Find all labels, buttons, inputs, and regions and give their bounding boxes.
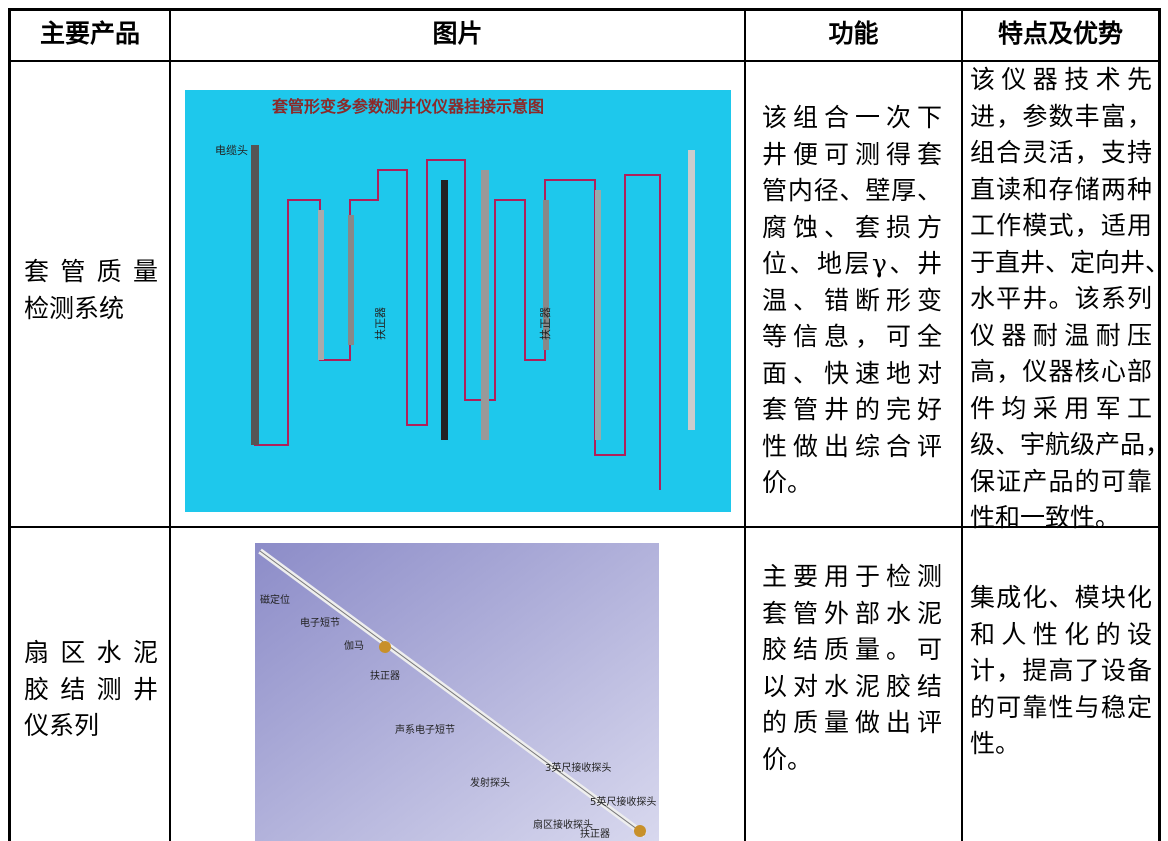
cell-text-line: 温、错断形变 [762, 285, 942, 315]
image-label: 发射探头 [470, 776, 510, 789]
image-label: 伽马 [344, 639, 364, 652]
cell-text-line: 性。 [970, 729, 1021, 758]
image-photo: 磁定位 电子短节 伽马 扶正器 声系电子短节 发射探头 3英尺接收探头 扇区接收… [255, 543, 659, 841]
cell-text-line: 性做出综合评 [762, 431, 942, 461]
image-label: 扶正器 [373, 307, 387, 340]
border [8, 8, 1160, 11]
cell-text-line: 性和一致性。 [970, 503, 1121, 532]
image-label: 扶正器 [538, 307, 552, 340]
cell-text-line: 集成化、模块化 [970, 583, 1152, 612]
cell-text-line: 胶结测井 [24, 674, 158, 704]
cell-text-line: 仪系列 [24, 711, 100, 740]
cell-text-line: 保证产品的可靠 [970, 466, 1152, 496]
cell-text-line: 套管外部水泥 [762, 598, 942, 628]
image-label: 磁定位 [260, 593, 290, 606]
cell-text-line: 和人性化的设 [970, 619, 1152, 649]
cell-text-line: 等信息，可全 [762, 322, 942, 351]
image-label: 5英尺接收探头 [590, 795, 656, 808]
image-label: 声系电子短节 [395, 723, 455, 736]
image-label: 3英尺接收探头 [545, 761, 611, 774]
cell-text-line: 位、地层γ、井 [762, 249, 942, 278]
cell-text-line: 扇区水泥 [24, 638, 158, 667]
cell-text-line: 主要用于检测 [762, 562, 942, 591]
cell-text-line: 计，提高了设备 [970, 656, 1152, 685]
cell-text-line: 套管井的完好 [762, 395, 942, 424]
border [169, 8, 171, 841]
cell-text-line: 面、快速地对 [762, 358, 942, 388]
image-label: 扶正器 [370, 669, 400, 682]
cell-text-line: 该仪器技术先 [970, 65, 1152, 94]
cell-text-line: 高，仪器核心部 [970, 357, 1152, 386]
cell-text-line: 组合灵活，支持 [970, 138, 1152, 167]
cell-text-line: 水平井。该系列 [970, 284, 1152, 313]
cell-text-line: 工作模式，适用 [970, 211, 1152, 240]
image-label: 电子短节 [300, 616, 340, 629]
cell-text-line: 管内径、壁厚、 [762, 176, 942, 205]
cell-text-line: 级、宇航级产品， [970, 430, 1168, 459]
image-label: 扶正器 [580, 827, 610, 840]
border [1158, 8, 1161, 841]
cell-text-line: 进，参数丰富， [970, 101, 1152, 131]
cell-text-line: 于直井、定向井、 [970, 247, 1168, 277]
header-cell: 特点及优势 [997, 19, 1123, 48]
cell-text-line: 的质量做出评 [762, 708, 942, 737]
cell-text-line: 价。 [762, 744, 813, 774]
border [744, 8, 746, 841]
cell-text-line: 检测系统 [24, 293, 125, 323]
cell-text-line: 仪器耐温耐压 [970, 320, 1152, 350]
cell-text-line: 胶结质量。可 [762, 635, 942, 664]
cell-text-line: 井便可测得套 [762, 139, 942, 169]
header-cell: 主要产品 [39, 19, 140, 48]
cell-text-line: 价。 [762, 468, 813, 497]
image-label: 扇区接收探头 [533, 818, 593, 831]
image-title: 套管形变多参数测井仪仪器挂接示意图 [271, 97, 544, 116]
cell-text-line: 腐蚀、套损方 [762, 212, 942, 242]
cell-text-line: 件均采用军工 [970, 393, 1152, 423]
image-diagram: 套管形变多参数测井仪仪器挂接示意图 电缆头 扶正器 扶正器 [185, 90, 731, 512]
cell-text-line: 套管质量 [24, 257, 158, 286]
header-cell: 图片 [432, 19, 483, 48]
image-label: 电缆头 [215, 144, 248, 157]
cell-text-line: 的可靠性与稳定 [970, 692, 1152, 722]
cell-text-line: 以对水泥胶结 [762, 671, 942, 701]
cell-text-line: 直读和存储两种 [970, 174, 1152, 204]
border [961, 8, 963, 841]
border [8, 60, 1160, 62]
border [8, 526, 1160, 528]
border [8, 8, 11, 841]
cell-text-line: 该组合一次下 [762, 103, 942, 132]
header-cell: 功能 [828, 19, 879, 48]
